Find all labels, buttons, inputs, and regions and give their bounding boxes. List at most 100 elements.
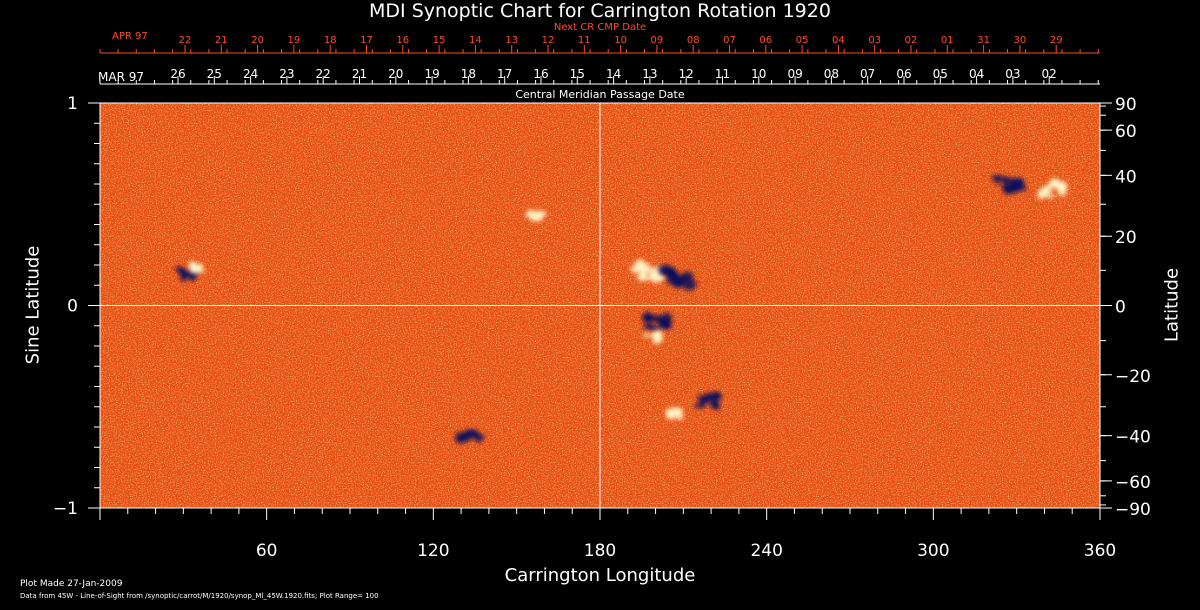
next-cr-day-label: 08 — [687, 35, 700, 46]
positive-region-south-1-blob — [665, 410, 676, 415]
next-cr-day-label: 21 — [215, 35, 228, 46]
positive-region-north-2-blob — [1054, 182, 1067, 191]
next-cr-day-label: 04 — [832, 35, 845, 46]
cmp-day-label: 13 — [642, 67, 657, 81]
next-cr-day-label: 22 — [179, 35, 192, 46]
next-cr-day-label: 16 — [396, 35, 409, 46]
cmp-day-label: 17 — [497, 67, 512, 81]
cmp-day-label: 08 — [824, 67, 839, 81]
cmp-day-label: 02 — [1042, 67, 1057, 81]
y-axis-label-right: Latitude — [1161, 267, 1183, 343]
x-tick-label: 240 — [750, 541, 782, 561]
positive-spot-north-4-blob — [525, 210, 536, 218]
negative-region-south-1 — [693, 391, 723, 411]
next-cr-day-label: 01 — [941, 35, 954, 46]
negative-region-north-1-blob — [682, 278, 697, 291]
y-right-tick-label: 60 — [1115, 122, 1137, 142]
negative-spot-north-3-blob — [189, 275, 197, 282]
positive-spot-equator-1-blob — [644, 332, 649, 339]
y-right-tick-label: 40 — [1115, 167, 1137, 187]
negative-region-south-1-blob — [698, 397, 708, 406]
cmp-day-label: 05 — [933, 67, 948, 81]
chart-title: MDI Synoptic Chart for Carrington Rotati… — [369, 0, 831, 22]
y-right-tick-label: −60 — [1115, 473, 1151, 493]
next-cr-day-label: 03 — [868, 35, 881, 46]
y-right-tick-label: −20 — [1115, 367, 1151, 387]
y-right-tick-label: 90 — [1115, 95, 1137, 115]
positive-spot-north-4 — [525, 209, 547, 222]
negative-region-north-1-blob — [668, 270, 676, 278]
cmp-day-label: 22 — [316, 67, 331, 81]
positive-region-north-1-blob — [637, 274, 650, 282]
x-tick-label: 300 — [917, 541, 949, 561]
negative-spot-equator-1-blob — [660, 312, 673, 323]
negative-spot-equator-1-blob — [657, 319, 667, 328]
x-tick-label: 120 — [417, 541, 449, 561]
cmp-day-label: 16 — [533, 67, 548, 81]
cmp-day-label: 24 — [243, 67, 258, 81]
magnetic-features — [175, 174, 1068, 444]
negative-region-north-2-blob — [999, 176, 1011, 183]
cmp-day-label: 21 — [352, 67, 367, 81]
negative-region-north-2-blob — [995, 176, 1000, 186]
negative-spot-north-3-blob — [180, 273, 188, 279]
cmp-day-label: 06 — [896, 67, 911, 81]
negative-spot-equator-1-blob — [648, 323, 655, 331]
next-cr-day-label: 30 — [1014, 35, 1027, 46]
next-cr-day-label: 05 — [796, 35, 809, 46]
negative-spot-south-2 — [454, 429, 485, 444]
cmp-day-label: 11 — [715, 67, 730, 81]
next-cr-day-label: 31 — [977, 35, 990, 46]
x-tick-label: 360 — [1084, 541, 1116, 561]
negative-spot-north-3-blob — [180, 267, 186, 274]
next-cr-day-label: 07 — [723, 35, 736, 46]
next-cr-day-label: 02 — [905, 35, 918, 46]
negative-spot-equator-1 — [641, 311, 673, 332]
next-cr-day-label: 10 — [614, 35, 627, 46]
top-month-label: APR 97 — [112, 31, 148, 42]
next-cr-day-label: 06 — [759, 35, 772, 46]
negative-region-north-2-blob — [1011, 177, 1024, 183]
positive-region-north-1-blob — [649, 269, 654, 279]
next-cr-day-label: 14 — [469, 35, 482, 46]
y-right-tick-label: 0 — [1115, 298, 1126, 318]
positive-region-south-1 — [665, 406, 684, 421]
negative-spot-equator-1-blob — [652, 326, 660, 332]
cmp-day-label: 12 — [679, 67, 694, 81]
positive-spot-north-3-blob — [196, 263, 203, 271]
y-left-tick-label: −1 — [53, 499, 78, 519]
next-cr-day-label: 09 — [651, 35, 664, 46]
y-right-tick-label: −40 — [1115, 428, 1151, 448]
cmp-day-label: 18 — [461, 67, 476, 81]
positive-region-south-1-blob — [676, 414, 684, 421]
cmp-day-label: 04 — [969, 67, 984, 81]
cmp-day-label: 25 — [207, 67, 222, 81]
second-month-label: MAR 97 — [98, 70, 144, 84]
cmp-day-label: 23 — [279, 67, 294, 81]
x-axis-label: Carrington Longitude — [504, 565, 696, 586]
negative-region-south-1-blob — [708, 392, 721, 400]
cmp-day-label: 09 — [787, 67, 802, 81]
cmp-day-label: 10 — [751, 67, 766, 81]
negative-region-north-2-blob — [1001, 183, 1009, 193]
negative-spot-south-2-blob — [463, 430, 468, 439]
data-source-footer: Data from 45W - Line-of-Sight from /syno… — [20, 592, 379, 600]
x-tick-label: 60 — [256, 541, 278, 561]
next-cr-day-label: 11 — [578, 35, 591, 46]
y-left-tick-label: 0 — [67, 297, 78, 317]
cmp-day-label: 14 — [606, 67, 621, 81]
negative-spot-south-2-blob — [471, 430, 478, 440]
cmp-day-label: 20 — [388, 67, 403, 81]
next-cr-day-label: 15 — [433, 35, 446, 46]
negative-spot-south-2-blob — [476, 438, 482, 444]
plot-made-footer: Plot Made 27-Jan-2009 — [20, 579, 123, 589]
x-tick-label: 180 — [584, 541, 616, 561]
positive-spot-equator-1 — [644, 330, 663, 345]
positive-spot-north-4-blob — [533, 210, 540, 219]
cmp-day-label: 07 — [860, 67, 875, 81]
next-cr-day-label: 17 — [360, 35, 373, 46]
positive-region-north-2-blob — [1039, 187, 1051, 195]
y-right-tick-label: −90 — [1115, 500, 1151, 520]
y-axis-label-left: Sine Latitude — [22, 245, 44, 365]
